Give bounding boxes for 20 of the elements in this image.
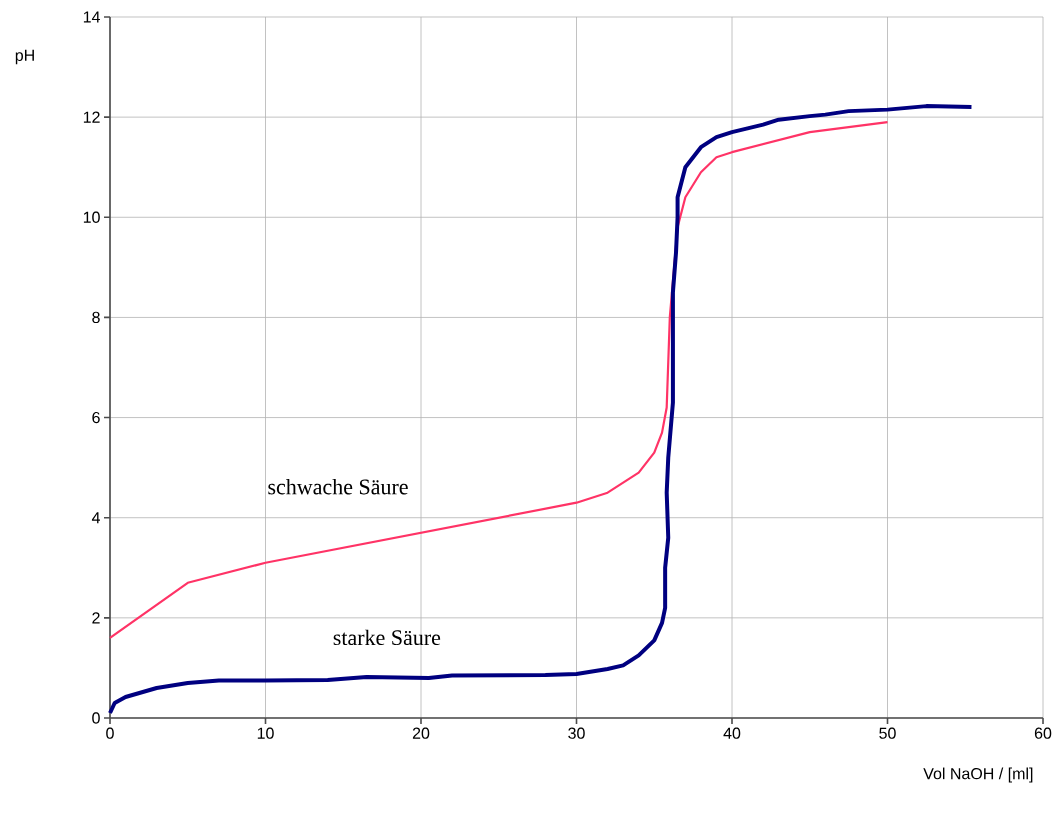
x-tick-label: 60 — [1034, 727, 1052, 739]
y-tick-label: 14 — [83, 11, 100, 23]
y-tick-label: 8 — [92, 311, 100, 324]
y-tick-label: 12 — [83, 111, 100, 123]
x-tick-label: 40 — [723, 727, 741, 739]
x-tick-label: 20 — [412, 727, 430, 739]
y-tick-label: 6 — [92, 411, 100, 424]
series-label: schwache Säure — [268, 478, 408, 495]
y-axis-title: pH — [15, 49, 34, 65]
x-tick-label: 0 — [106, 727, 114, 739]
x-axis-title: Vol NaOH / [ml] — [923, 767, 1033, 783]
y-tick-label: 0 — [92, 712, 100, 724]
series-label: starke Säure — [333, 629, 441, 646]
line-series — [108, 104, 974, 715]
y-tick-label: 4 — [91, 512, 100, 524]
x-tick-label: 10 — [257, 727, 274, 739]
x-tick-label: 50 — [879, 727, 896, 739]
x-tick-label: 30 — [568, 727, 585, 739]
y-tick-label: 2 — [92, 612, 100, 624]
y-tick-label: 10 — [83, 211, 100, 223]
